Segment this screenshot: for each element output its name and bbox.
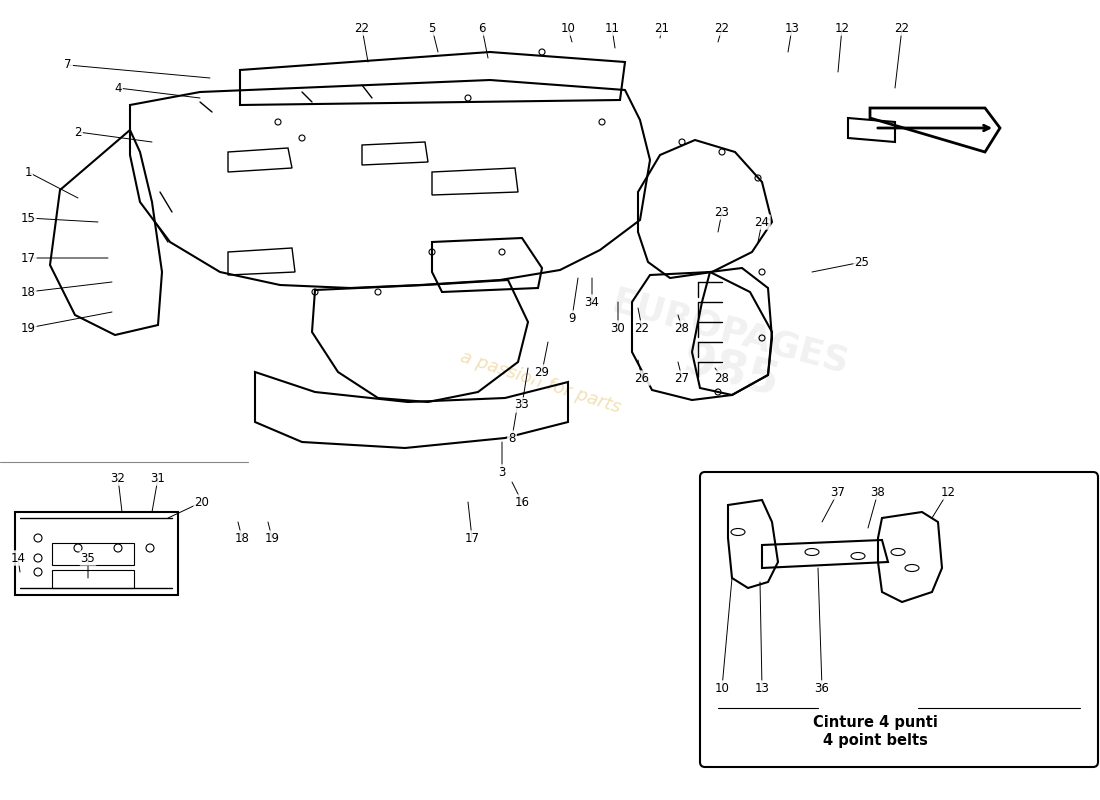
Text: 3: 3 <box>498 466 506 478</box>
Text: 9: 9 <box>569 311 575 325</box>
FancyBboxPatch shape <box>700 472 1098 767</box>
Text: 37: 37 <box>830 486 846 498</box>
Text: 15: 15 <box>21 211 35 225</box>
Text: 34: 34 <box>584 295 600 309</box>
Text: 16: 16 <box>515 495 529 509</box>
Text: 20: 20 <box>195 495 209 509</box>
Text: 28: 28 <box>674 322 690 334</box>
Text: EUROPAGES: EUROPAGES <box>607 284 852 380</box>
Text: 22: 22 <box>354 22 370 34</box>
Text: 26: 26 <box>635 371 649 385</box>
Text: 10: 10 <box>715 682 729 694</box>
Text: 12: 12 <box>835 22 849 34</box>
Text: 985: 985 <box>676 338 783 406</box>
Bar <box>52 570 134 588</box>
Text: 32: 32 <box>111 471 125 485</box>
Text: 29: 29 <box>535 366 550 378</box>
Text: 12: 12 <box>940 486 956 498</box>
Text: 30: 30 <box>610 322 626 334</box>
Text: 22: 22 <box>715 22 729 34</box>
Text: 31: 31 <box>151 471 165 485</box>
Text: Cinture 4 punti: Cinture 4 punti <box>813 714 937 730</box>
Text: 23: 23 <box>715 206 729 218</box>
Text: 8: 8 <box>508 431 516 445</box>
Text: 25: 25 <box>855 255 869 269</box>
Text: 4 point belts: 4 point belts <box>823 733 927 747</box>
Text: 36: 36 <box>815 682 829 694</box>
Text: 4: 4 <box>114 82 122 94</box>
Text: 28: 28 <box>715 371 729 385</box>
Text: 7: 7 <box>64 58 72 71</box>
Text: 17: 17 <box>464 531 480 545</box>
Text: 27: 27 <box>674 371 690 385</box>
Text: 5: 5 <box>428 22 436 34</box>
Text: 11: 11 <box>605 22 619 34</box>
Text: 22: 22 <box>894 22 910 34</box>
Text: 35: 35 <box>80 551 96 565</box>
Bar <box>52 543 134 565</box>
Text: 38: 38 <box>870 486 886 498</box>
Text: 33: 33 <box>515 398 529 411</box>
Text: 1: 1 <box>24 166 32 178</box>
Text: 22: 22 <box>635 322 649 334</box>
Text: 13: 13 <box>755 682 769 694</box>
Text: a passion for parts: a passion for parts <box>458 347 623 417</box>
Text: 18: 18 <box>234 531 250 545</box>
Text: 24: 24 <box>755 215 770 229</box>
Text: 6: 6 <box>478 22 486 34</box>
Text: 17: 17 <box>21 251 35 265</box>
Text: 10: 10 <box>561 22 575 34</box>
Text: 13: 13 <box>784 22 800 34</box>
Text: 19: 19 <box>264 531 279 545</box>
Text: 14: 14 <box>11 551 25 565</box>
Text: 21: 21 <box>654 22 670 34</box>
Text: 2: 2 <box>75 126 81 138</box>
Text: 19: 19 <box>21 322 35 334</box>
Text: 18: 18 <box>21 286 35 298</box>
